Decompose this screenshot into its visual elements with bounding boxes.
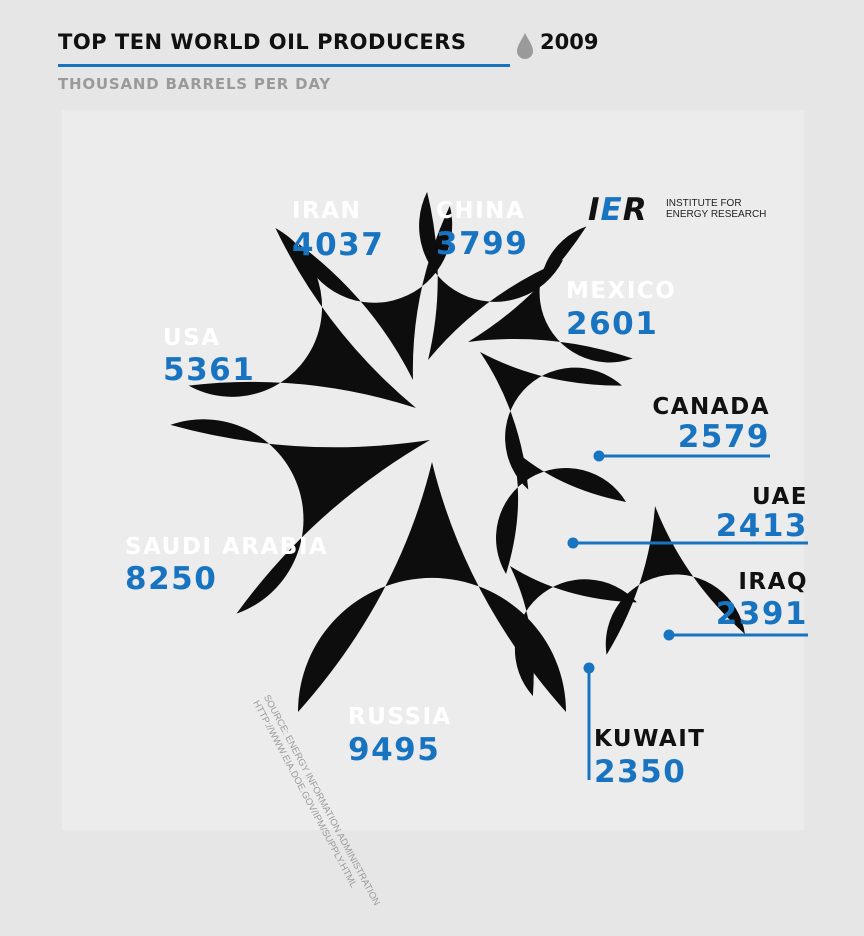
label-value-usa: 5361 bbox=[163, 352, 255, 388]
drop-uae bbox=[496, 448, 627, 575]
title-underline bbox=[58, 64, 510, 67]
oil-drop-icon bbox=[517, 33, 533, 59]
label-value-iraq: 2391 bbox=[716, 596, 808, 632]
label-name-uae: UAE bbox=[752, 484, 808, 510]
label-value-canada: 2579 bbox=[678, 419, 770, 455]
chart-title: TOP TEN WORLD OIL PRODUCERS bbox=[58, 30, 467, 54]
drop-usa bbox=[188, 227, 416, 408]
drop-canada bbox=[480, 352, 622, 490]
label-value-mexico: 2601 bbox=[566, 306, 658, 342]
label-value-russia: 9495 bbox=[348, 732, 440, 768]
leader-dot-kuwait bbox=[583, 662, 595, 674]
label-name-mexico: MEXICO bbox=[566, 278, 676, 304]
drop-russia bbox=[298, 462, 567, 712]
label-value-kuwait: 2350 bbox=[594, 754, 686, 790]
label-name-china: CHINA bbox=[436, 198, 525, 224]
chart-subtitle: THOUSAND BARRELS PER DAY bbox=[58, 75, 332, 93]
label-name-kuwait: KUWAIT bbox=[594, 726, 705, 752]
label-value-uae: 2413 bbox=[716, 508, 808, 544]
drop-kuwait bbox=[510, 566, 637, 697]
label-name-canada: CANADA bbox=[652, 394, 770, 420]
ier-logo-text: INSTITUTE FOR ENERGY RESEARCH bbox=[666, 198, 767, 220]
label-name-saudi-arabia: SAUDI ARABIA bbox=[125, 534, 328, 560]
label-name-russia: RUSSIA bbox=[348, 704, 452, 730]
leader-dot-canada bbox=[593, 450, 605, 462]
label-name-usa: USA bbox=[163, 325, 221, 351]
label-value-china: 3799 bbox=[436, 226, 528, 262]
label-name-iraq: IRAQ bbox=[738, 569, 808, 595]
drop-mexico bbox=[468, 226, 633, 363]
leader-dot-uae bbox=[567, 537, 579, 549]
ier-logo-mark: IER bbox=[588, 192, 648, 228]
drop-china bbox=[419, 191, 564, 360]
drop-iran bbox=[298, 205, 453, 380]
label-name-iran: IRAN bbox=[292, 198, 361, 224]
leader-dot-iraq bbox=[663, 629, 675, 641]
label-value-iran: 4037 bbox=[292, 227, 384, 263]
chart-year: 2009 bbox=[540, 30, 599, 54]
label-value-saudi-arabia: 8250 bbox=[125, 561, 217, 597]
drop-saudi-arabia bbox=[170, 419, 430, 614]
